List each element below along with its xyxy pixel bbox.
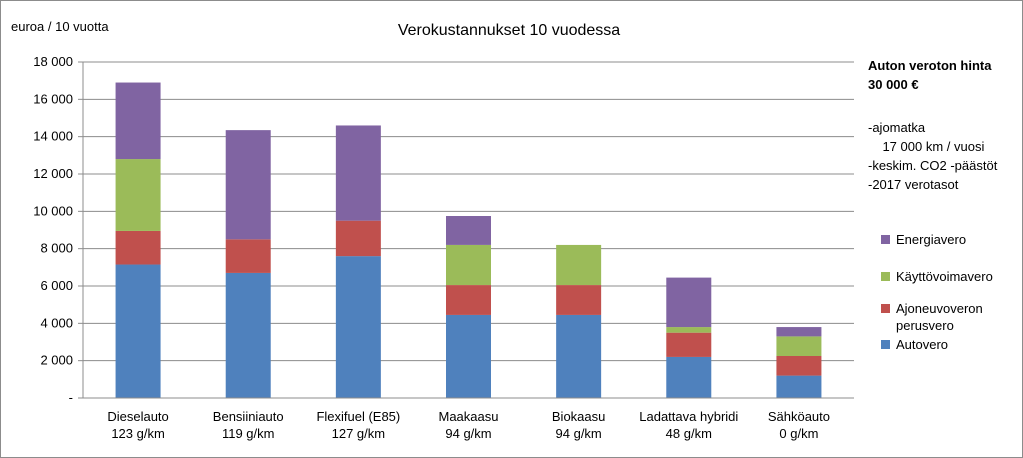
x-category-label: 127 g/km [332,426,385,441]
bar-segment [225,272,271,398]
bars [115,82,822,398]
bar-segment [556,244,602,286]
bar-segment [115,82,161,160]
note-line: 17 000 km / vuosi [868,139,984,154]
bar-segment [446,285,491,315]
y-axis-unit-label: euroa / 10 vuotta [11,19,109,34]
x-category-label: 119 g/km [222,426,275,441]
bar-segment [666,356,712,398]
legend-swatch [881,340,890,349]
bar-segment [776,336,822,356]
bar-segment [446,216,491,245]
bar-segment [776,375,822,398]
x-category-label: Maakaasu [439,409,499,424]
x-category-label: Ladattava hybridi [639,409,738,424]
y-tick-label: 10 000 [33,203,73,218]
y-tick-label: - [69,390,73,405]
chart-title: Verokustannukset 10 vuodessa [398,22,620,39]
x-category-label: 94 g/km [445,426,491,441]
y-tick-label: 4 000 [40,315,73,330]
x-category-label: Biokaasu [552,409,605,424]
bar-segment [446,314,491,398]
legend-label: perusvero [896,318,954,333]
y-tick-label: 14 000 [33,129,73,144]
x-category-label: Flexifuel (E85) [316,409,400,424]
bar-segment [335,220,381,257]
y-tick-labels: - 2 000 4 000 6 000 8 000 10 000 12 000 14 000 1… [33,54,73,405]
legend-label: Käyttövoimavero [896,269,993,284]
y-tick-label: 12 000 [33,166,73,181]
y-tick-label: 18 000 [33,54,73,69]
x-category-label: 48 g/km [666,426,712,441]
bar-segment [115,159,161,231]
bar-segment [776,356,822,376]
bar-segment [115,230,161,265]
legend-swatch [881,304,890,313]
y-tick-label: 8 000 [40,241,73,256]
y-tick-label: 16 000 [33,91,73,106]
bar-segment [666,332,712,357]
legend-swatch [881,235,890,244]
axes [78,61,854,399]
bar-segment [446,244,491,286]
legend-label: Autovero [896,337,948,352]
note-line: -2017 verotasot [868,177,959,192]
y-tick-label: 6 000 [40,278,73,293]
legend-label: Energiavero [896,232,966,247]
legend-swatch [881,272,890,281]
legend-label: Ajoneuvoveron [896,301,983,316]
bar-segment [666,327,712,333]
x-category-label: Bensiiniauto [213,409,284,424]
bar-segment [115,264,161,398]
bar-segment [335,256,381,398]
x-category-label: Dieselauto [107,409,168,424]
note-heading: Auton veroton hinta [868,58,992,73]
x-category-label: 123 g/km [111,426,164,441]
legend: Energiavero Käyttövoimavero Ajoneuvoveron p… [881,232,993,352]
note-line: -keskim. CO2 -päästöt [868,158,998,173]
bar-segment [335,125,381,221]
gridlines [83,61,854,362]
category-labels: Dieselauto 123 g/km Bensiiniauto 119 g/km Fl… [107,409,830,441]
x-category-label: Sähköauto [768,409,830,424]
bar-segment [666,277,712,328]
note-line: -ajomatka [868,120,926,135]
x-category-label: 0 g/km [779,426,818,441]
bar-segment [556,285,602,315]
bar-segment [556,314,602,398]
y-tick-label: 2 000 [40,353,73,368]
note-heading: 30 000 € [868,77,919,92]
bar-segment [225,239,271,273]
bar-segment [776,327,822,337]
x-category-label: 94 g/km [556,426,602,441]
bar-segment [225,130,271,240]
notes-panel: Auton veroton hinta 30 000 € -ajomatka 17 … [868,58,998,192]
